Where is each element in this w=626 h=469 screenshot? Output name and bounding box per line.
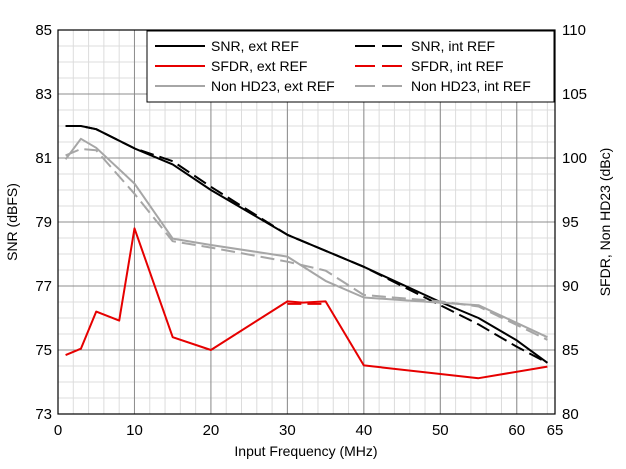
y-tick-label: 75 xyxy=(35,342,52,359)
legend-label-3: SFDR, ext REF xyxy=(211,58,307,74)
plot-frame xyxy=(57,29,556,415)
y-tick-label: 79 xyxy=(35,214,52,231)
x-tick-label: 10 xyxy=(126,422,143,439)
y2-tick-label: 100 xyxy=(562,150,587,167)
y2-tick-label: 90 xyxy=(562,278,579,295)
y2-axis-label: SFDR, Non HD23 (dBc) xyxy=(597,148,613,297)
y2-tick-label: 105 xyxy=(562,86,587,103)
x-tick-label: 50 xyxy=(432,422,449,439)
y-tick-label: 73 xyxy=(35,406,52,423)
series-line-2 xyxy=(65,125,548,364)
y-axis-label: SNR (dBFS) xyxy=(4,183,20,261)
x-tick-label: 40 xyxy=(356,422,373,439)
legend-label-5: Non HD23, ext REF xyxy=(211,78,335,94)
x-tick-label: 65 xyxy=(547,422,564,439)
y2-tick-label: 80 xyxy=(562,406,579,423)
y-tick-label: 83 xyxy=(35,86,52,103)
x-tick-label: 30 xyxy=(279,422,296,439)
y-tick-label: 85 xyxy=(35,22,52,39)
series-line-6 xyxy=(65,148,548,341)
x-tick-label: 0 xyxy=(54,422,62,439)
legend-label-4: SFDR, int REF xyxy=(411,58,504,74)
y-axis-ticks: 73 75 77 79 81 83 85 xyxy=(35,22,52,423)
x-axis-label: Input Frequency (MHz) xyxy=(234,443,377,459)
x-tick-label: 20 xyxy=(203,422,220,439)
legend-label-1: SNR, ext REF xyxy=(211,38,299,54)
legend-box xyxy=(146,30,555,103)
series-line-3 xyxy=(65,227,548,380)
legend-label-6: Non HD23, int REF xyxy=(411,78,531,94)
y2-tick-label: 110 xyxy=(562,22,586,39)
y2-axis-ticks: 80 85 90 95 100 105 110 xyxy=(562,22,587,423)
x-axis-ticks: 0 10 20 30 40 50 60 65 xyxy=(54,422,564,439)
legend: SNR, ext REF SNR, int REF SFDR, ext REF SFD… xyxy=(146,30,555,103)
x-tick-label: 60 xyxy=(508,422,525,439)
series-layer xyxy=(64,125,548,380)
legend-label-2: SNR, int REF xyxy=(411,38,495,54)
series-line-5 xyxy=(64,137,548,339)
y2-tick-label: 95 xyxy=(562,214,579,231)
y-tick-label: 77 xyxy=(35,278,52,295)
y2-tick-label: 85 xyxy=(562,342,579,359)
y-tick-label: 81 xyxy=(35,150,52,167)
